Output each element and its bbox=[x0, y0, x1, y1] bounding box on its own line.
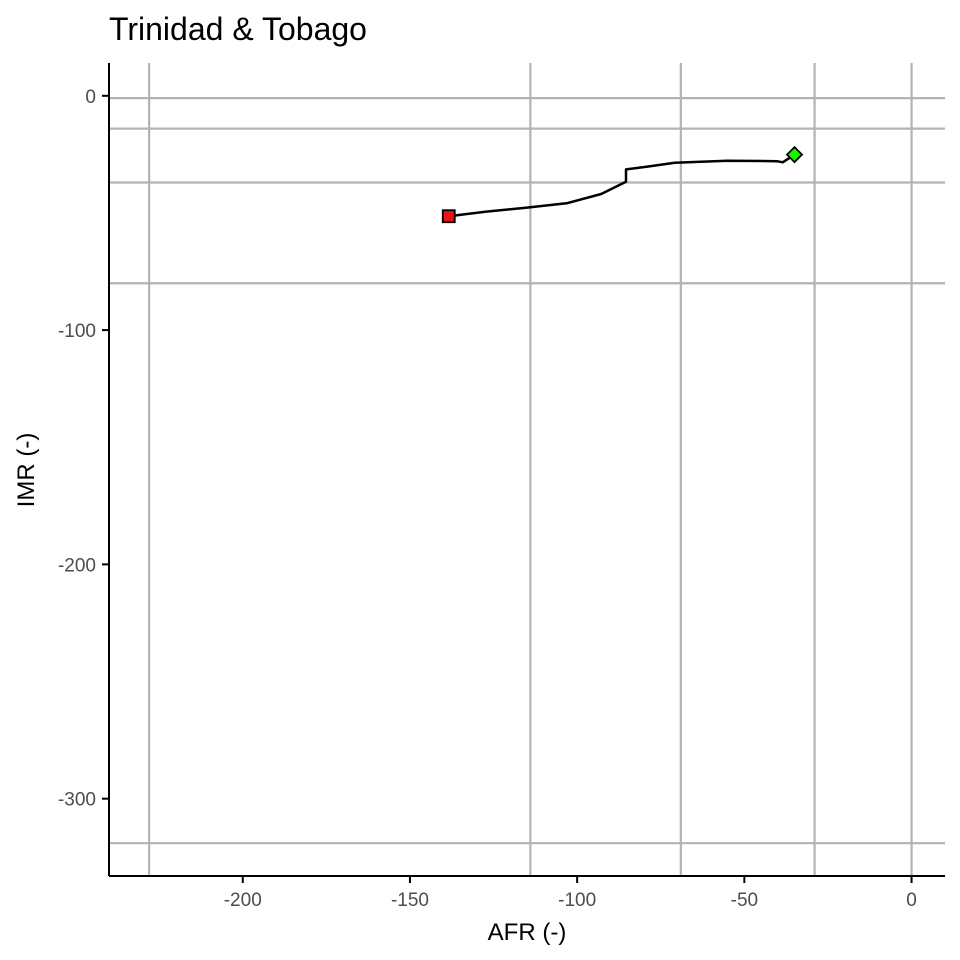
y-axis-title: IMR (-) bbox=[13, 433, 40, 508]
chart-title: Trinidad & Tobago bbox=[109, 11, 367, 47]
y-axis-ticks: 0 -100 -200 -300 bbox=[58, 87, 109, 811]
y-tick-label: -100 bbox=[58, 321, 96, 342]
end-point-marker bbox=[785, 145, 804, 164]
x-tick-label: -50 bbox=[731, 890, 758, 911]
y-tick-label: 0 bbox=[85, 87, 96, 108]
x-axis-title: AFR (-) bbox=[488, 919, 567, 946]
x-tick-label: -200 bbox=[224, 890, 262, 911]
x-tick-label: 0 bbox=[906, 890, 917, 911]
x-tick-label: -100 bbox=[558, 890, 596, 911]
trajectory-line bbox=[448, 153, 796, 218]
y-tick-label: -300 bbox=[58, 790, 96, 811]
x-axis-ticks: -200 -150 -100 -50 0 bbox=[224, 876, 917, 911]
marker-layer bbox=[441, 145, 804, 224]
start-point-marker bbox=[441, 209, 456, 224]
x-tick-label: -150 bbox=[391, 890, 429, 911]
y-tick-label: -200 bbox=[58, 555, 96, 576]
series-layer bbox=[448, 153, 796, 218]
reference-lines bbox=[109, 63, 945, 876]
